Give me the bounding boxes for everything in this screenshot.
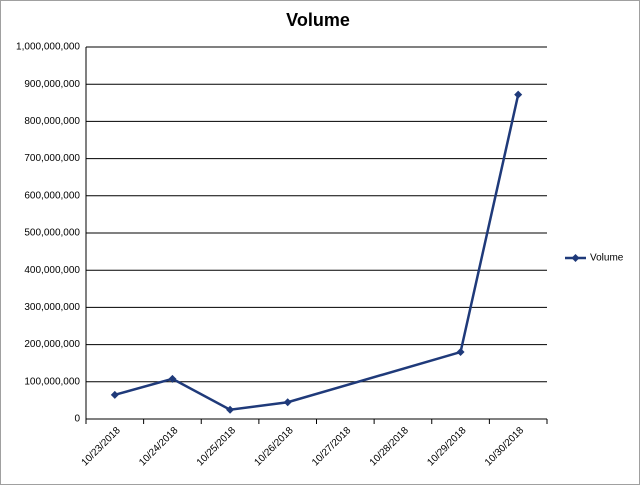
- y-tick-label: 1,000,000,000: [16, 42, 80, 53]
- y-tick-label: 500,000,000: [24, 228, 80, 239]
- chart-title: Volume: [286, 10, 350, 30]
- marker: [110, 390, 119, 399]
- y-tick-label: 600,000,000: [24, 190, 80, 201]
- y-tick-label: 100,000,000: [24, 376, 80, 387]
- legend-label: Volume: [590, 253, 624, 264]
- marker: [456, 348, 465, 357]
- y-tick-label: 800,000,000: [24, 116, 80, 127]
- marker: [514, 90, 523, 99]
- marker: [283, 398, 292, 407]
- y-tick-label: 300,000,000: [24, 302, 80, 313]
- y-tick-label: 700,000,000: [24, 153, 80, 164]
- y-tick-label: 200,000,000: [24, 339, 80, 350]
- y-tick-label: 0: [74, 414, 80, 425]
- y-tick-label: 400,000,000: [24, 265, 80, 276]
- legend-marker: [571, 254, 580, 262]
- marker: [226, 405, 235, 414]
- marker: [168, 374, 177, 383]
- line: [114, 94, 520, 411]
- y-tick-label: 900,000,000: [24, 79, 80, 90]
